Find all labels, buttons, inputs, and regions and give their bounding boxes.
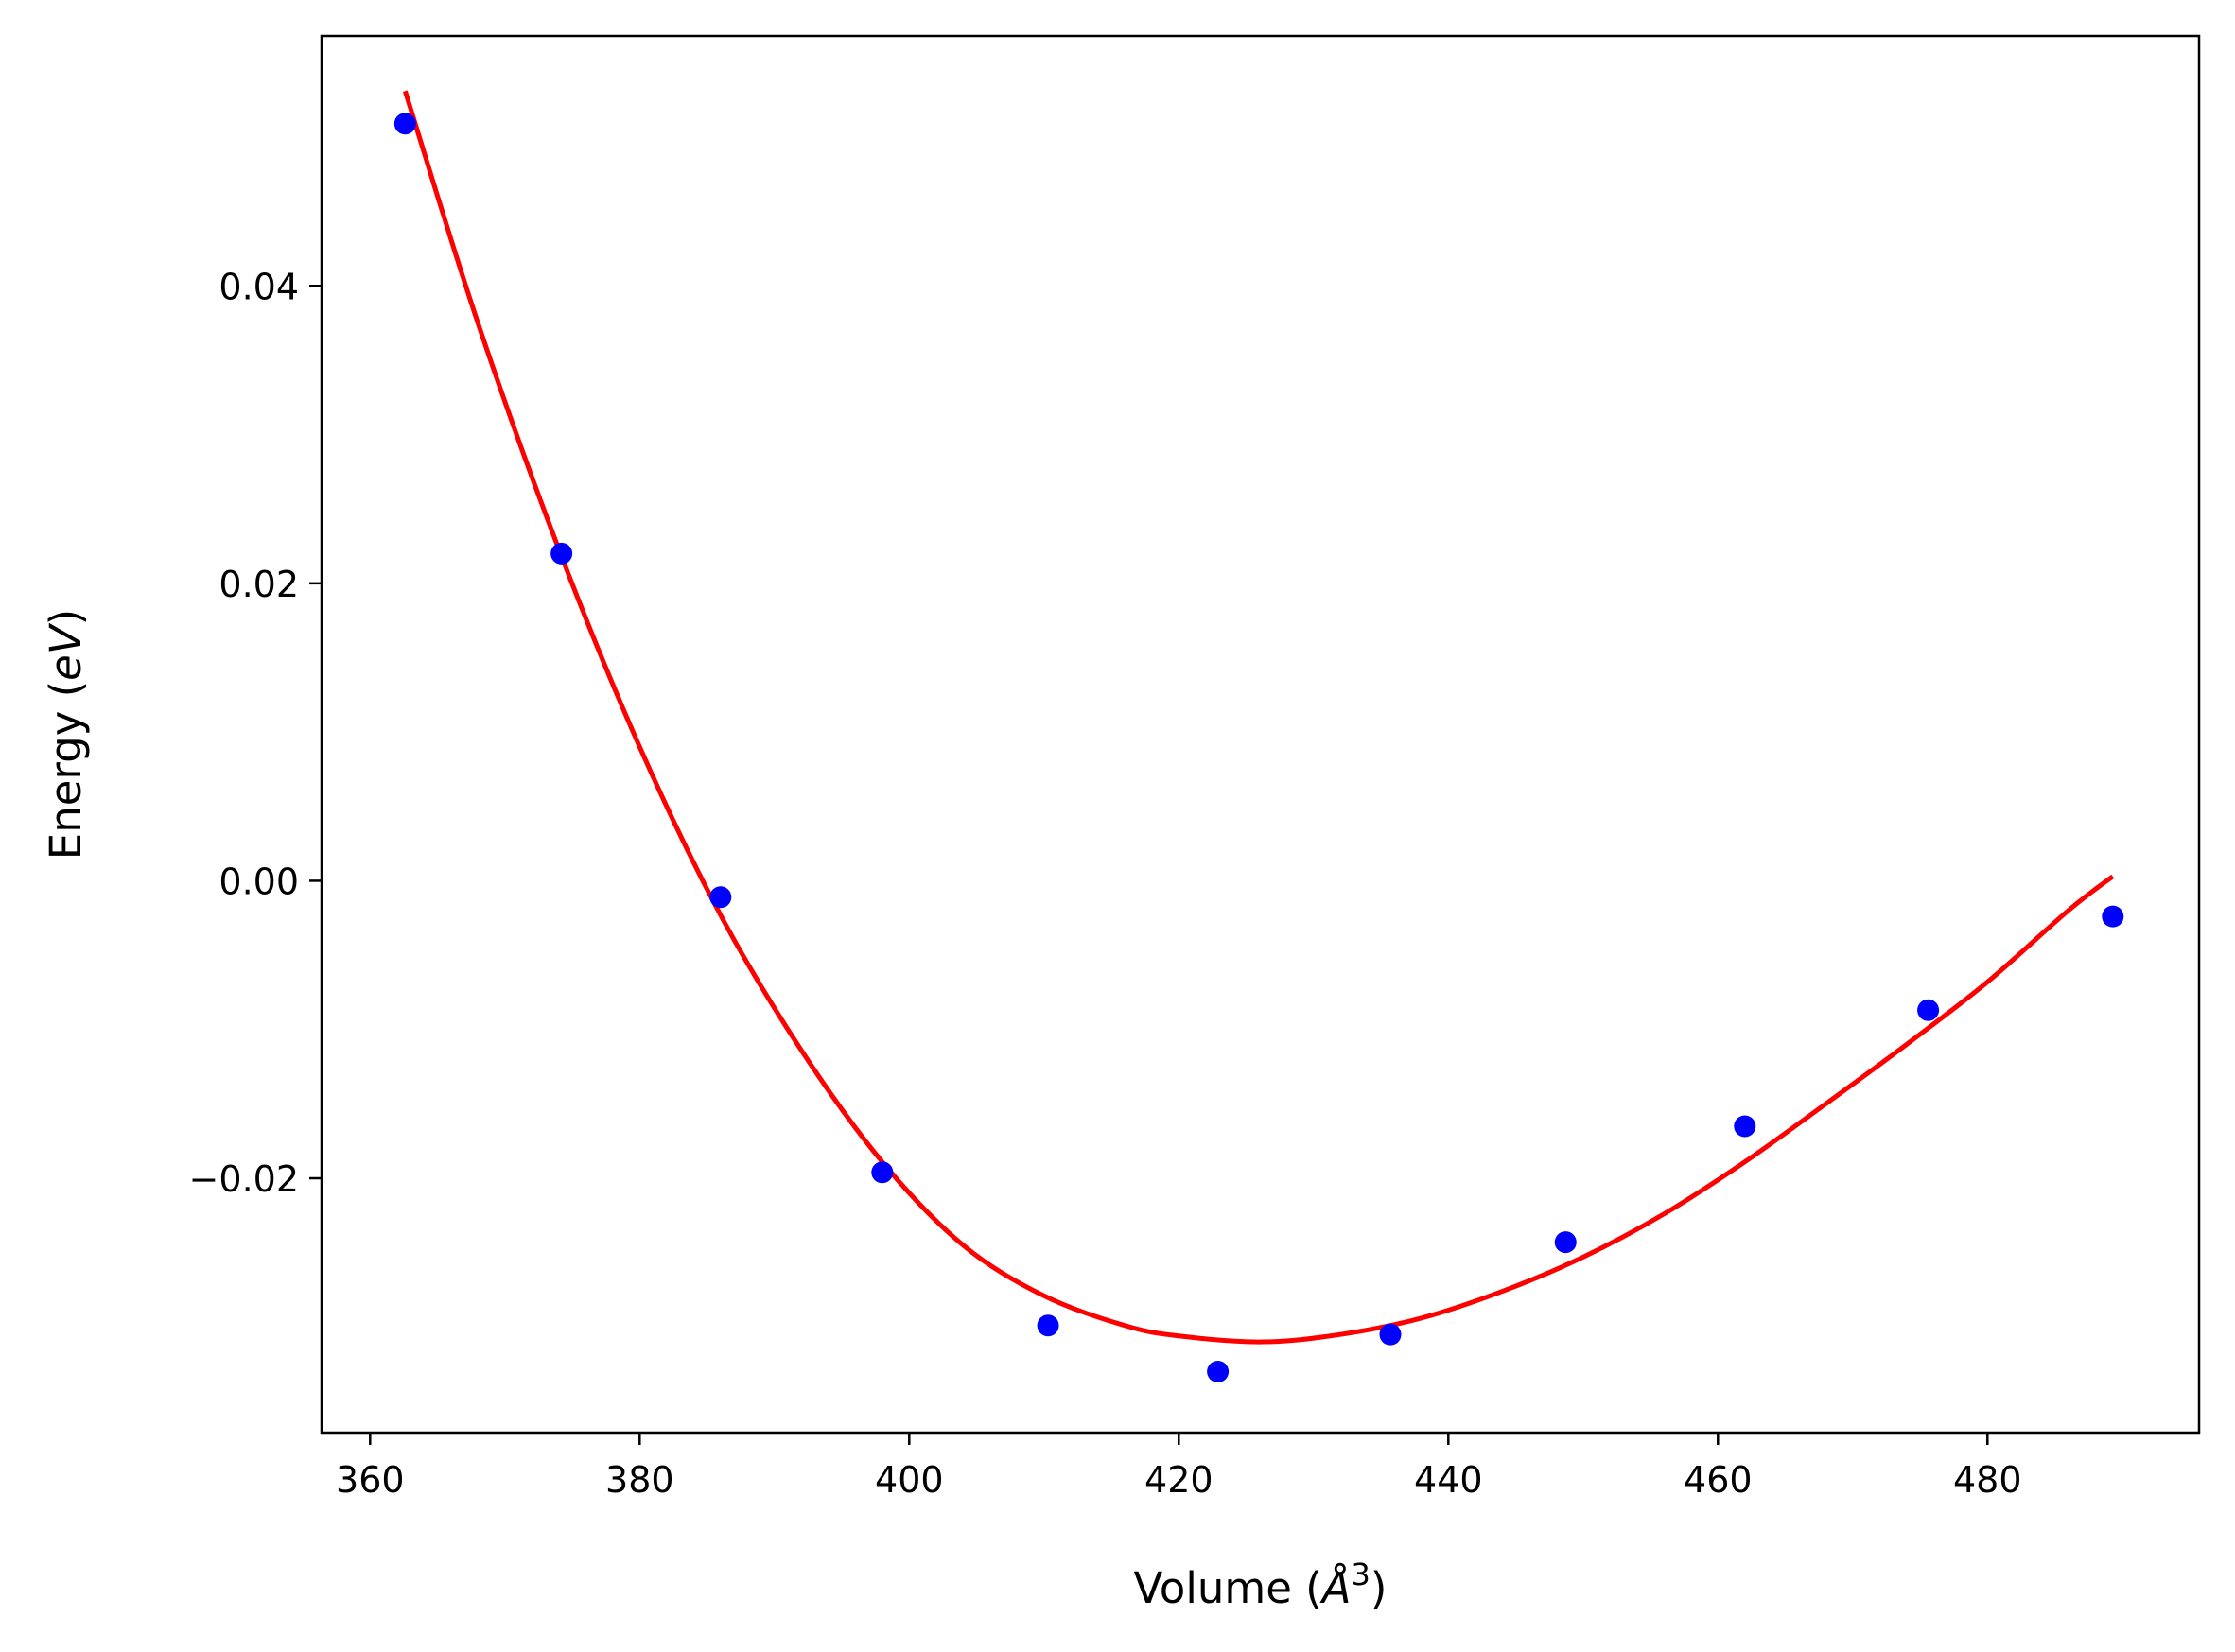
data-point <box>1207 1361 1230 1383</box>
x-axis-label: Volume (Å3) <box>1134 1556 1388 1613</box>
data-point <box>1037 1314 1059 1337</box>
data-point <box>871 1161 894 1184</box>
x-tick-label: 420 <box>1144 1459 1214 1501</box>
y-tick-label: 0.04 <box>218 266 299 307</box>
data-point <box>2102 905 2124 928</box>
y-tick-label: 0.02 <box>218 564 299 605</box>
x-tick-label: 460 <box>1684 1459 1753 1501</box>
x-tick-label: 380 <box>605 1459 674 1501</box>
data-point <box>393 113 416 135</box>
data-point <box>1379 1323 1402 1346</box>
fit-curve <box>402 90 2115 1345</box>
data-point <box>1554 1231 1577 1254</box>
x-tick-label: 400 <box>875 1459 944 1501</box>
data-point <box>1734 1115 1756 1138</box>
plot-layer <box>393 90 2124 1383</box>
x-tick-label: 480 <box>1953 1459 2022 1501</box>
plot-frame <box>320 34 2201 1435</box>
data-point <box>550 542 573 565</box>
x-tick-label: 360 <box>336 1459 405 1501</box>
x-tick-label: 440 <box>1414 1459 1483 1501</box>
y-tick-label: 0.00 <box>218 861 299 902</box>
data-point <box>1917 999 1940 1021</box>
data-point <box>709 886 732 909</box>
y-axis-label: Energy (eV) <box>41 609 91 860</box>
ticks-layer: 360 380 400 420 440 460 480 −0.02 0.00 0.02 0.04 <box>189 266 2022 1501</box>
y-tick-label: −0.02 <box>189 1158 299 1200</box>
